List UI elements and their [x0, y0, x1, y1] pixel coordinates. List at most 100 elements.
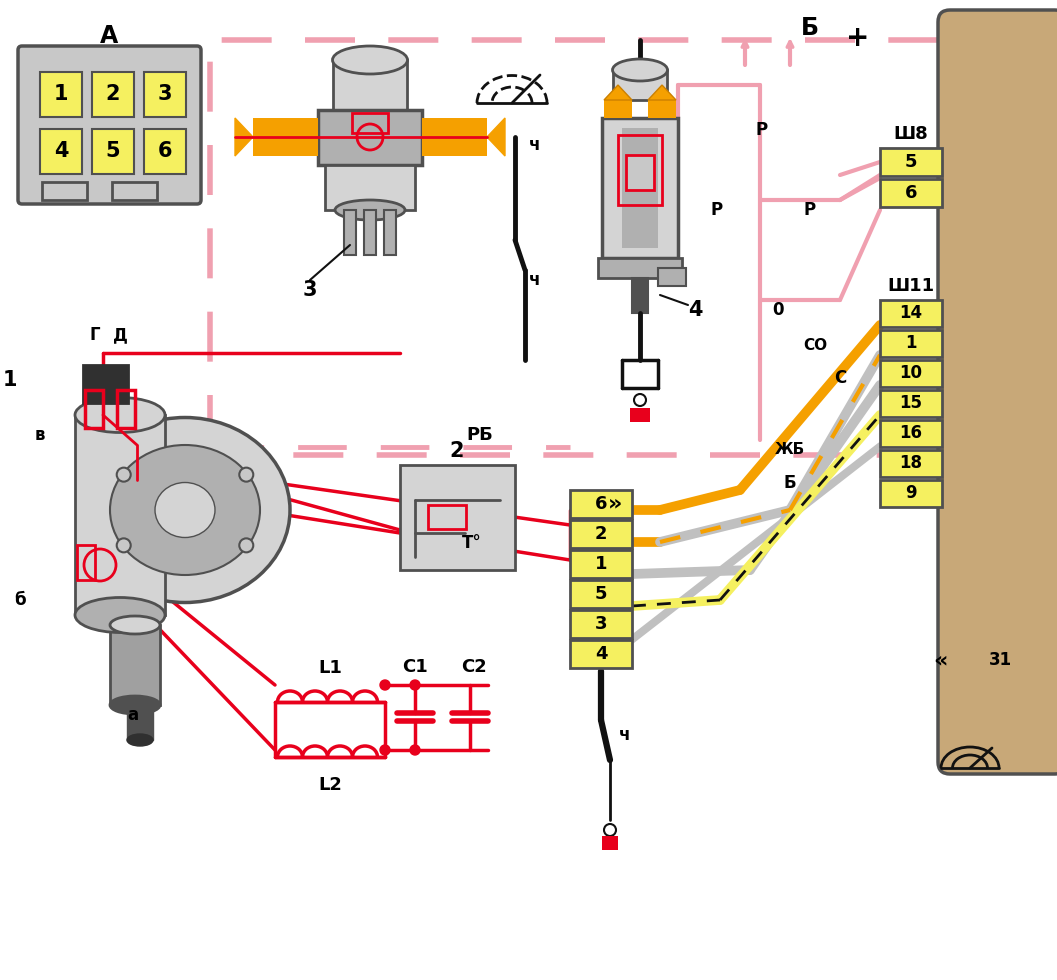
Text: 15: 15 [900, 394, 923, 412]
Bar [352, 113, 388, 133]
Ellipse shape [127, 734, 153, 746]
Bar [570, 610, 632, 638]
Text: РБ: РБ [466, 426, 494, 444]
Text: 1: 1 [905, 334, 916, 352]
Circle shape [604, 824, 616, 836]
Text: 2: 2 [595, 525, 608, 543]
Bar [648, 100, 676, 118]
Bar [333, 60, 407, 110]
Bar [422, 118, 487, 156]
Text: 5: 5 [106, 141, 120, 161]
Circle shape [239, 538, 254, 553]
Ellipse shape [110, 616, 160, 634]
Text: 1: 1 [3, 370, 17, 390]
Text: ч: ч [530, 136, 541, 154]
Bar [40, 129, 82, 174]
Bar [92, 129, 134, 174]
Bar [880, 179, 942, 207]
Bar [570, 490, 632, 518]
Bar [632, 278, 648, 313]
Text: 31: 31 [988, 651, 1012, 669]
Text: А: А [99, 24, 118, 48]
Bar [318, 110, 422, 165]
Bar [127, 705, 153, 740]
Bar [84, 365, 128, 403]
Bar [880, 300, 942, 327]
Bar [626, 155, 654, 190]
Text: L2: L2 [318, 776, 341, 794]
Bar [570, 580, 632, 608]
Bar [85, 390, 103, 428]
Bar [570, 550, 632, 578]
Bar [570, 640, 632, 668]
Bar [77, 545, 95, 580]
Text: Ш8: Ш8 [893, 125, 928, 143]
Text: Г: Г [90, 326, 100, 344]
Bar [384, 210, 396, 255]
FancyBboxPatch shape [18, 46, 201, 204]
Bar [428, 505, 466, 529]
Bar [880, 390, 942, 417]
Text: C1: C1 [402, 658, 428, 676]
Text: Р: Р [756, 121, 768, 139]
Bar [880, 480, 942, 507]
Ellipse shape [612, 59, 668, 81]
Ellipse shape [75, 598, 165, 632]
Bar [117, 390, 135, 428]
Text: ЖБ: ЖБ [775, 443, 805, 458]
Text: 6: 6 [905, 184, 917, 202]
Text: Д: Д [112, 326, 128, 344]
Bar [144, 72, 186, 117]
Bar [324, 165, 415, 210]
Bar [598, 258, 682, 278]
Ellipse shape [155, 482, 215, 537]
Polygon shape [487, 118, 505, 156]
Text: 2: 2 [106, 84, 120, 104]
Circle shape [381, 680, 390, 690]
Polygon shape [235, 118, 253, 156]
Text: 16: 16 [900, 424, 923, 442]
Text: Р: Р [711, 201, 723, 219]
Circle shape [410, 745, 420, 755]
Bar [112, 182, 157, 200]
Bar [880, 360, 942, 387]
Bar [400, 465, 515, 570]
Text: 4: 4 [54, 141, 69, 161]
Text: СО: СО [803, 337, 827, 353]
Text: 3: 3 [595, 615, 608, 633]
Text: Б: Б [801, 16, 819, 40]
Bar [42, 182, 87, 200]
Text: 0: 0 [773, 301, 783, 319]
Ellipse shape [80, 417, 290, 603]
Circle shape [634, 394, 646, 406]
Bar [630, 408, 650, 422]
Bar [880, 450, 942, 477]
Text: +: + [847, 24, 870, 52]
Text: 10: 10 [900, 364, 923, 382]
Text: Р: Р [804, 201, 816, 219]
Circle shape [239, 467, 254, 481]
Circle shape [381, 745, 390, 755]
Text: 6: 6 [595, 495, 608, 513]
Text: 6: 6 [157, 141, 172, 161]
Bar [144, 129, 186, 174]
Circle shape [116, 538, 131, 553]
Bar [92, 72, 134, 117]
Text: 3: 3 [157, 84, 172, 104]
Bar [604, 100, 632, 118]
Text: в: в [35, 426, 45, 444]
Text: 9: 9 [905, 484, 916, 502]
Text: 1: 1 [595, 555, 608, 573]
Text: С: С [834, 369, 846, 387]
Text: »: » [608, 493, 623, 513]
Ellipse shape [110, 445, 260, 575]
Text: 14: 14 [900, 304, 923, 322]
Polygon shape [604, 85, 632, 100]
Circle shape [116, 467, 131, 481]
Bar [75, 415, 165, 615]
FancyBboxPatch shape [938, 10, 1057, 774]
Text: а: а [128, 706, 138, 724]
Bar [40, 72, 82, 117]
Text: ч: ч [619, 726, 631, 744]
Text: Б: Б [783, 474, 796, 492]
